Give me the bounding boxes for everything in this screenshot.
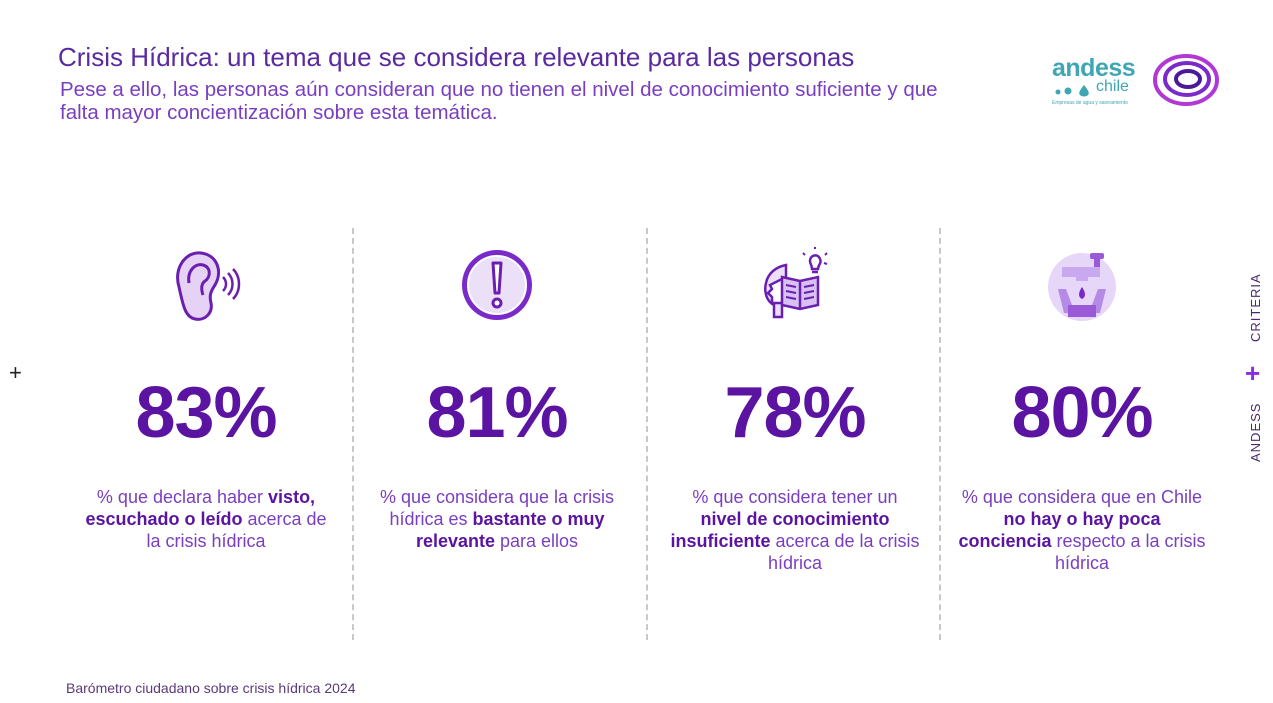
- faucet-hands-icon: [1048, 253, 1116, 321]
- side-label-andess: ANDESS: [1248, 402, 1263, 462]
- criteria-logo-icon: [1153, 54, 1219, 106]
- source-footnote: Barómetro ciudadano sobre crisis hídrica…: [66, 680, 356, 696]
- column-divider: [352, 228, 354, 640]
- andess-logo: andess chile Empresas de agua y saneamie…: [1050, 54, 1140, 108]
- andess-tagline: Empresas de agua y saneamiento: [1052, 100, 1128, 106]
- stat-value: 83%: [135, 373, 277, 453]
- side-brand-label: CRITERIA + ANDESS: [1240, 270, 1270, 470]
- stat-value: 78%: [724, 373, 866, 453]
- water-drops-icon: [1055, 85, 1089, 97]
- stat-card-relevance: 81% % que considera que la crisis hídric…: [372, 245, 622, 552]
- column-divider: [939, 228, 941, 640]
- stat-value: 80%: [1011, 373, 1153, 453]
- stat-description: % que considera que la crisis hídrica es…: [379, 487, 615, 551]
- stat-card-heard: 83% % que declara haber visto, escuchado…: [81, 245, 331, 552]
- side-label-criteria: CRITERIA: [1248, 273, 1263, 342]
- stat-card-knowledge: 78% % que considera tener un nivel de co…: [670, 245, 920, 574]
- page-title: Crisis Hídrica: un tema que se considera…: [58, 42, 855, 72]
- head-book-idea-icon: [764, 247, 828, 319]
- page-subtitle: Pese a ello, las personas aún consideran…: [60, 78, 938, 124]
- stat-description: % que considera tener un nivel de conoci…: [670, 487, 920, 573]
- ear-icon: [176, 251, 241, 321]
- andess-wordmark: andess: [1052, 54, 1136, 82]
- exclamation-icon: [462, 250, 532, 320]
- plus-mark-icon: +: [9, 360, 22, 385]
- stat-description: % que considera que en Chile no hay o ha…: [958, 487, 1206, 573]
- column-divider: [646, 228, 648, 640]
- side-plus-icon: +: [1245, 358, 1261, 388]
- stat-card-awareness: 80% % que considera que en Chile no hay …: [957, 245, 1207, 574]
- stat-value: 81%: [426, 373, 568, 453]
- stat-description: % que declara haber visto, escuchado o l…: [85, 487, 327, 551]
- andess-chile-text: chile: [1096, 78, 1129, 95]
